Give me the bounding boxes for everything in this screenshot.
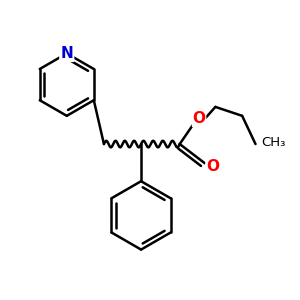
Text: O: O — [206, 159, 219, 174]
Text: N: N — [60, 46, 73, 61]
Text: O: O — [193, 111, 206, 126]
Text: CH₃: CH₃ — [262, 136, 286, 149]
